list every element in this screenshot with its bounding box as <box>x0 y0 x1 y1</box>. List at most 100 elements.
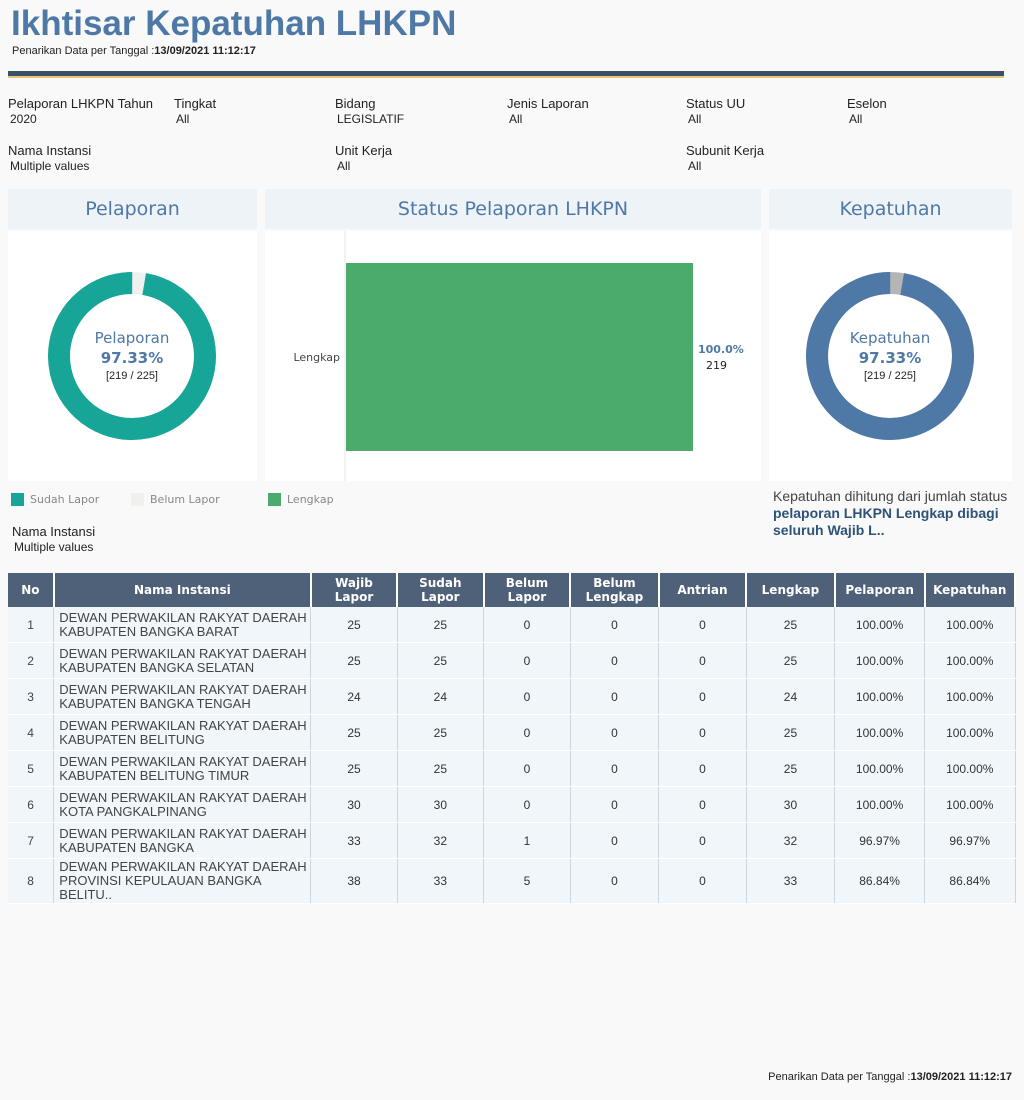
filter-value[interactable]: LEGISLATIF <box>337 112 405 126</box>
table-cell: 3 <box>8 678 55 715</box>
table-cell: 0 <box>483 750 571 787</box>
donut-fraction: [219 / 225] <box>106 370 158 382</box>
legend-label: Sudah Lapor <box>30 493 100 506</box>
filter-tahun[interactable]: Pelaporan LHKPN Tahun 2020 <box>8 96 153 126</box>
filter-value[interactable]: All <box>688 112 702 126</box>
table-cell: 0 <box>570 607 660 643</box>
filter-value[interactable]: All <box>849 112 863 126</box>
table-cell: 0 <box>483 607 571 643</box>
table-cell: 100.00% <box>834 750 926 787</box>
filter-value[interactable]: Multiple values <box>10 159 90 173</box>
legend-label: Lengkap <box>287 493 334 506</box>
note-bold-text: pelaporan LHKPN Lengkap dibagi seluruh W… <box>773 505 999 538</box>
kepatuhan-table: No Nama Instansi Wajib Lapor Sudah Lapor Bel… <box>8 573 1017 904</box>
table-cell: 0 <box>570 642 660 679</box>
filter-jenis-laporan[interactable]: Jenis Laporan All <box>507 96 589 126</box>
filter-unit-kerja[interactable]: Unit Kerja All <box>335 143 392 173</box>
legend-sudah-lapor[interactable]: Sudah Lapor <box>11 493 99 506</box>
table-body: 1 DEWAN PERWAKILAN RAKYAT DAERAH KABUPATE… <box>8 607 1016 904</box>
table-row[interactable]: 1 DEWAN PERWAKILAN RAKYAT DAERAH KABUPATE… <box>8 607 1016 643</box>
table-cell: 100.00% <box>924 642 1016 679</box>
timestamp-prefix: Penarikan Data per Tanggal : <box>12 45 155 57</box>
legend-belum-lapor[interactable]: Belum Lapor <box>131 493 220 506</box>
table-row[interactable]: 5 DEWAN PERWAKILAN RAKYAT DAERAH KABUPATE… <box>8 750 1016 787</box>
table-cell: 30 <box>397 786 485 823</box>
table-cell: 100.00% <box>924 607 1016 643</box>
filter-eselon[interactable]: Eselon All <box>847 96 887 126</box>
filter-value[interactable]: All <box>337 159 351 173</box>
donut-percent: 97.33% <box>100 349 164 367</box>
column-header[interactable]: Belum Lapor <box>483 573 572 607</box>
instansi-name-cell: DEWAN PERWAKILAN RAKYAT DAERAH PROVINSI … <box>53 858 312 904</box>
table-cell: 0 <box>658 678 747 715</box>
filter-tingkat[interactable]: Tingkat All <box>174 96 216 126</box>
filter-value[interactable]: All <box>176 112 190 126</box>
table-cell: 0 <box>570 678 660 715</box>
page-title: Ikhtisar Kepatuhan LHKPN <box>11 4 457 43</box>
filter-nama-instansi[interactable]: Nama Instansi Multiple values <box>8 143 91 173</box>
table-cell: 25 <box>397 607 485 643</box>
kepatuhan-note: Kepatuhan dihitung dari jumlah status pe… <box>773 488 1013 539</box>
table-cell: 5 <box>483 858 571 904</box>
legend-swatch <box>131 493 144 506</box>
instansi-name-cell: DEWAN PERWAKILAN RAKYAT DAERAH KABUPATEN… <box>53 642 312 679</box>
donut-arc-kepatuhan[interactable] <box>806 272 974 440</box>
column-header[interactable]: Wajib Lapor <box>310 573 399 607</box>
pelaporan-donut[interactable] <box>8 231 257 481</box>
table-row[interactable]: 3 DEWAN PERWAKILAN RAKYAT DAERAH KABUPATE… <box>8 678 1016 715</box>
column-header[interactable]: Pelaporan <box>834 573 926 607</box>
filter-label: Status UU <box>686 96 746 111</box>
table-row[interactable]: 4 DEWAN PERWAKILAN RAKYAT DAERAH KABUPATE… <box>8 714 1016 751</box>
table-cell: 4 <box>8 714 55 751</box>
legend-swatch <box>268 493 281 506</box>
header-divider <box>8 71 1004 76</box>
table-cell: 25 <box>746 642 836 679</box>
legend-lengkap[interactable]: Lengkap <box>268 493 334 506</box>
filter-value[interactable]: 2020 <box>10 112 37 126</box>
table-cell: 96.97% <box>834 822 926 859</box>
table-row[interactable]: 2 DEWAN PERWAKILAN RAKYAT DAERAH KABUPATE… <box>8 642 1016 679</box>
filter-value[interactable]: All <box>688 159 702 173</box>
table-cell: 0 <box>570 822 660 859</box>
timestamp-date: 13/09/2021 11:12:17 <box>910 1071 1012 1083</box>
column-header[interactable]: Nama Instansi <box>53 573 312 607</box>
table-cell: 100.00% <box>834 714 926 751</box>
filter-label: Jenis Laporan <box>507 96 589 111</box>
column-header[interactable]: Kepatuhan <box>924 573 1017 607</box>
filter-subunit-kerja[interactable]: Subunit Kerja All <box>686 143 764 173</box>
filter-nama-instansi-table[interactable]: Nama Instansi Multiple values <box>12 524 95 554</box>
table-cell: 8 <box>8 858 55 904</box>
column-header[interactable]: Lengkap <box>746 573 836 607</box>
table-cell: 100.00% <box>834 678 926 715</box>
table-cell: 100.00% <box>924 750 1016 787</box>
table-cell: 24 <box>397 678 485 715</box>
column-header[interactable]: Belum Lengkap <box>570 573 660 607</box>
column-header[interactable]: Antrian <box>658 573 748 607</box>
table-cell: 100.00% <box>924 714 1016 751</box>
kepatuhan-donut[interactable] <box>769 231 1012 481</box>
table-cell: 25 <box>310 607 398 643</box>
pelaporan-panel-title: Pelaporan <box>8 189 257 229</box>
table-cell: 100.00% <box>924 786 1016 823</box>
column-header[interactable]: Sudah Lapor <box>397 573 485 607</box>
timestamp-date: 13/09/2021 11:12:17 <box>154 45 256 57</box>
bar-lengkap[interactable] <box>346 263 693 451</box>
filter-status-uu[interactable]: Status UU All <box>686 96 745 126</box>
table-row[interactable]: 7 DEWAN PERWAKILAN RAKYAT DAERAH KABUPATE… <box>8 822 1016 859</box>
table-cell: 7 <box>8 822 55 859</box>
table-cell: 0 <box>570 858 660 904</box>
table-row[interactable]: 8 DEWAN PERWAKILAN RAKYAT DAERAH PROVINSI… <box>8 858 1016 904</box>
filter-label: Pelaporan LHKPN Tahun <box>8 96 154 111</box>
table-row[interactable]: 6 DEWAN PERWAKILAN RAKYAT DAERAH KOTA PAN… <box>8 786 1016 823</box>
table-cell: 100.00% <box>834 607 926 643</box>
table-cell: 0 <box>570 714 660 751</box>
filter-label: Nama Instansi <box>12 524 96 539</box>
filter-value[interactable]: All <box>509 112 523 126</box>
donut-arc-sudah-lapor[interactable] <box>48 272 216 440</box>
filter-value[interactable]: Multiple values <box>14 540 94 554</box>
column-header[interactable]: No <box>8 573 55 607</box>
filter-label: Subunit Kerja <box>686 143 765 158</box>
filter-bidang[interactable]: Bidang LEGISLATIF <box>335 96 404 126</box>
table-cell: 32 <box>746 822 836 859</box>
table-cell: 25 <box>310 714 398 751</box>
